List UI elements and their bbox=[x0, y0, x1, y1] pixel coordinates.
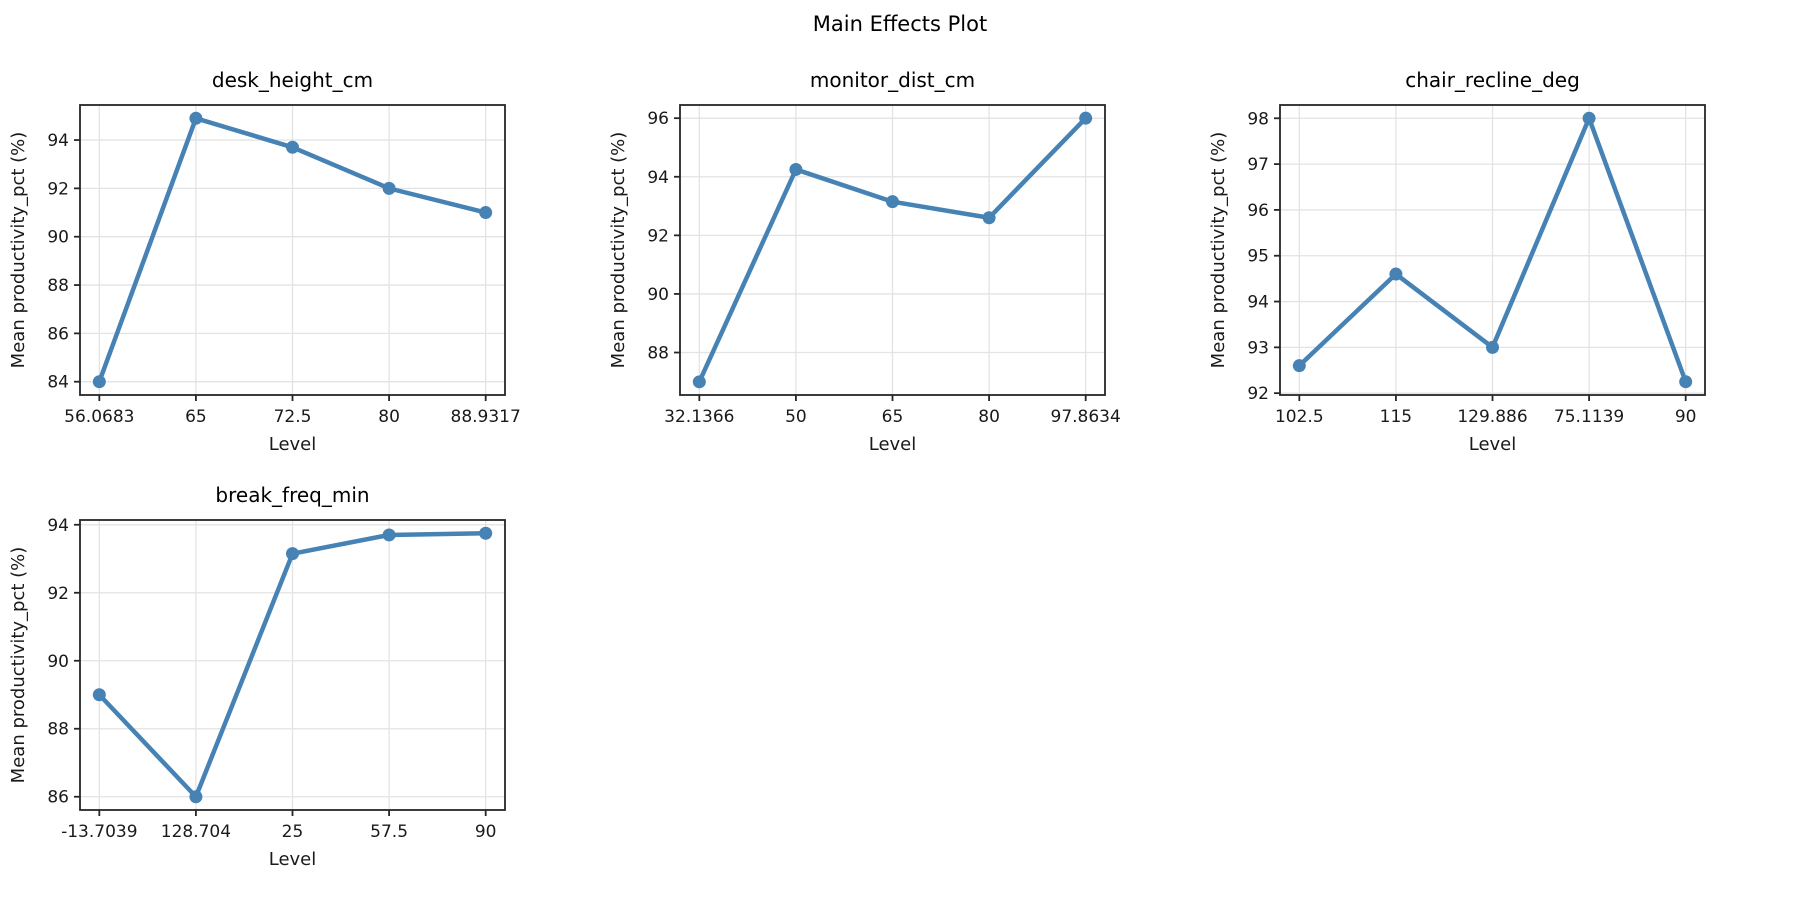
y-axis-label: Mean productivity_pct (%) bbox=[608, 132, 629, 369]
x-axis-label: Level bbox=[869, 434, 917, 455]
data-point-marker bbox=[692, 375, 706, 389]
x-tick-label: 56.0683 bbox=[64, 407, 134, 427]
x-tick-label: 90 bbox=[1675, 407, 1697, 427]
data-point-marker bbox=[286, 140, 299, 154]
y-tick-label: 94 bbox=[1247, 293, 1269, 313]
data-point-marker bbox=[1679, 375, 1693, 389]
x-tick-label: 25 bbox=[282, 822, 304, 842]
subplot-title: break_freq_min bbox=[215, 483, 369, 507]
data-point-marker bbox=[189, 111, 203, 125]
x-tick-label: 72.5 bbox=[274, 407, 312, 427]
y-tick-label: 94 bbox=[47, 131, 69, 151]
y-tick-label: 94 bbox=[47, 516, 69, 536]
y-tick-label: 97 bbox=[1247, 155, 1269, 175]
y-tick-label: 86 bbox=[47, 324, 69, 344]
x-axis-label: Level bbox=[1469, 434, 1517, 455]
data-point-marker bbox=[982, 211, 996, 225]
x-axis-label: Level bbox=[269, 434, 317, 455]
x-tick-label: 65 bbox=[185, 407, 207, 427]
x-tick-label: 129.886 bbox=[1457, 407, 1527, 427]
y-tick-label: 90 bbox=[47, 228, 69, 248]
x-tick-label: 57.5 bbox=[370, 822, 408, 842]
subplot-chair-recline-deg: chair_recline_deg 92 93 94 95 96 97 98 102.5 115 1… bbox=[1200, 55, 1800, 470]
figure-title: Main Effects Plot bbox=[812, 12, 988, 36]
y-tick-label: 98 bbox=[1247, 109, 1269, 129]
subplot-desk-height-cm: desk_height_cm 84 86 88 90 92 94 56.0683 65 72.5 8… bbox=[0, 55, 600, 470]
y-tick-label: 93 bbox=[1247, 338, 1269, 358]
line-chart: chair_recline_deg 92 93 94 95 96 97 98 102.5 115 1… bbox=[1208, 68, 1706, 455]
line-chart: break_freq_min 86 88 90 92 94 -13.7039 128.704 2… bbox=[8, 483, 506, 870]
data-point-marker bbox=[1389, 267, 1403, 281]
data-point-marker bbox=[789, 162, 803, 176]
y-tick-label: 88 bbox=[47, 276, 69, 296]
y-tick-label: 96 bbox=[647, 109, 669, 129]
y-axis-label: Mean productivity_pct (%) bbox=[1208, 132, 1229, 369]
x-tick-label: -13.7039 bbox=[61, 822, 137, 842]
subplot-title: desk_height_cm bbox=[212, 68, 373, 92]
data-point-marker bbox=[1292, 359, 1306, 373]
x-tick-label: 80 bbox=[978, 407, 1000, 427]
subplot-break-freq-min: break_freq_min 86 88 90 92 94 -13.7039 128.704 2… bbox=[0, 470, 600, 885]
data-point-marker bbox=[92, 375, 106, 389]
subplot-monitor-dist-cm: monitor_dist_cm 88 90 92 94 96 32.1366 50 65 80 97… bbox=[600, 55, 1200, 470]
x-axis-label: Level bbox=[269, 849, 317, 870]
data-point-marker bbox=[189, 790, 203, 804]
data-point-marker bbox=[382, 528, 396, 542]
x-tick-label: 80 bbox=[378, 407, 400, 427]
data-point-marker bbox=[1486, 340, 1499, 354]
y-tick-label: 84 bbox=[47, 373, 69, 393]
line-chart: desk_height_cm 84 86 88 90 92 94 56.0683 65 72.5 8… bbox=[8, 68, 521, 455]
y-tick-label: 95 bbox=[1247, 247, 1269, 267]
x-tick-label: 128.704 bbox=[161, 822, 231, 842]
y-tick-label: 90 bbox=[47, 652, 69, 672]
y-axis-label: Mean productivity_pct (%) bbox=[8, 547, 29, 784]
y-tick-label: 86 bbox=[47, 788, 69, 808]
data-point-marker bbox=[479, 526, 493, 540]
data-point-marker bbox=[92, 688, 106, 702]
x-tick-label: 88.9317 bbox=[451, 407, 521, 427]
y-tick-label: 92 bbox=[1247, 384, 1269, 404]
data-point-marker bbox=[886, 195, 899, 209]
x-tick-label: 115 bbox=[1380, 407, 1412, 427]
data-point-marker bbox=[286, 547, 299, 561]
y-tick-label: 94 bbox=[647, 168, 669, 188]
x-tick-label: 50 bbox=[785, 407, 807, 427]
data-point-marker bbox=[382, 181, 396, 195]
y-tick-label: 90 bbox=[647, 285, 669, 305]
x-tick-label: 65 bbox=[882, 407, 904, 427]
subplot-title: monitor_dist_cm bbox=[810, 68, 975, 92]
x-tick-label: 90 bbox=[475, 822, 497, 842]
x-tick-label: 97.8634 bbox=[1051, 407, 1121, 427]
y-tick-label: 92 bbox=[47, 179, 69, 199]
y-tick-label: 88 bbox=[647, 344, 669, 364]
y-tick-label: 96 bbox=[1247, 201, 1269, 221]
data-point-marker bbox=[1079, 111, 1093, 125]
y-tick-label: 92 bbox=[47, 584, 69, 604]
data-point-marker bbox=[479, 206, 493, 220]
data-point-marker bbox=[1582, 111, 1596, 125]
y-axis-label: Mean productivity_pct (%) bbox=[8, 132, 29, 369]
x-tick-label: 75.1139 bbox=[1554, 407, 1624, 427]
subplot-title: chair_recline_deg bbox=[1405, 68, 1580, 92]
x-tick-label: 102.5 bbox=[1275, 407, 1324, 427]
y-tick-label: 92 bbox=[647, 226, 669, 246]
x-tick-label: 32.1366 bbox=[664, 407, 734, 427]
y-tick-label: 88 bbox=[47, 720, 69, 740]
line-chart: monitor_dist_cm 88 90 92 94 96 32.1366 50 65 80 97… bbox=[608, 68, 1121, 455]
